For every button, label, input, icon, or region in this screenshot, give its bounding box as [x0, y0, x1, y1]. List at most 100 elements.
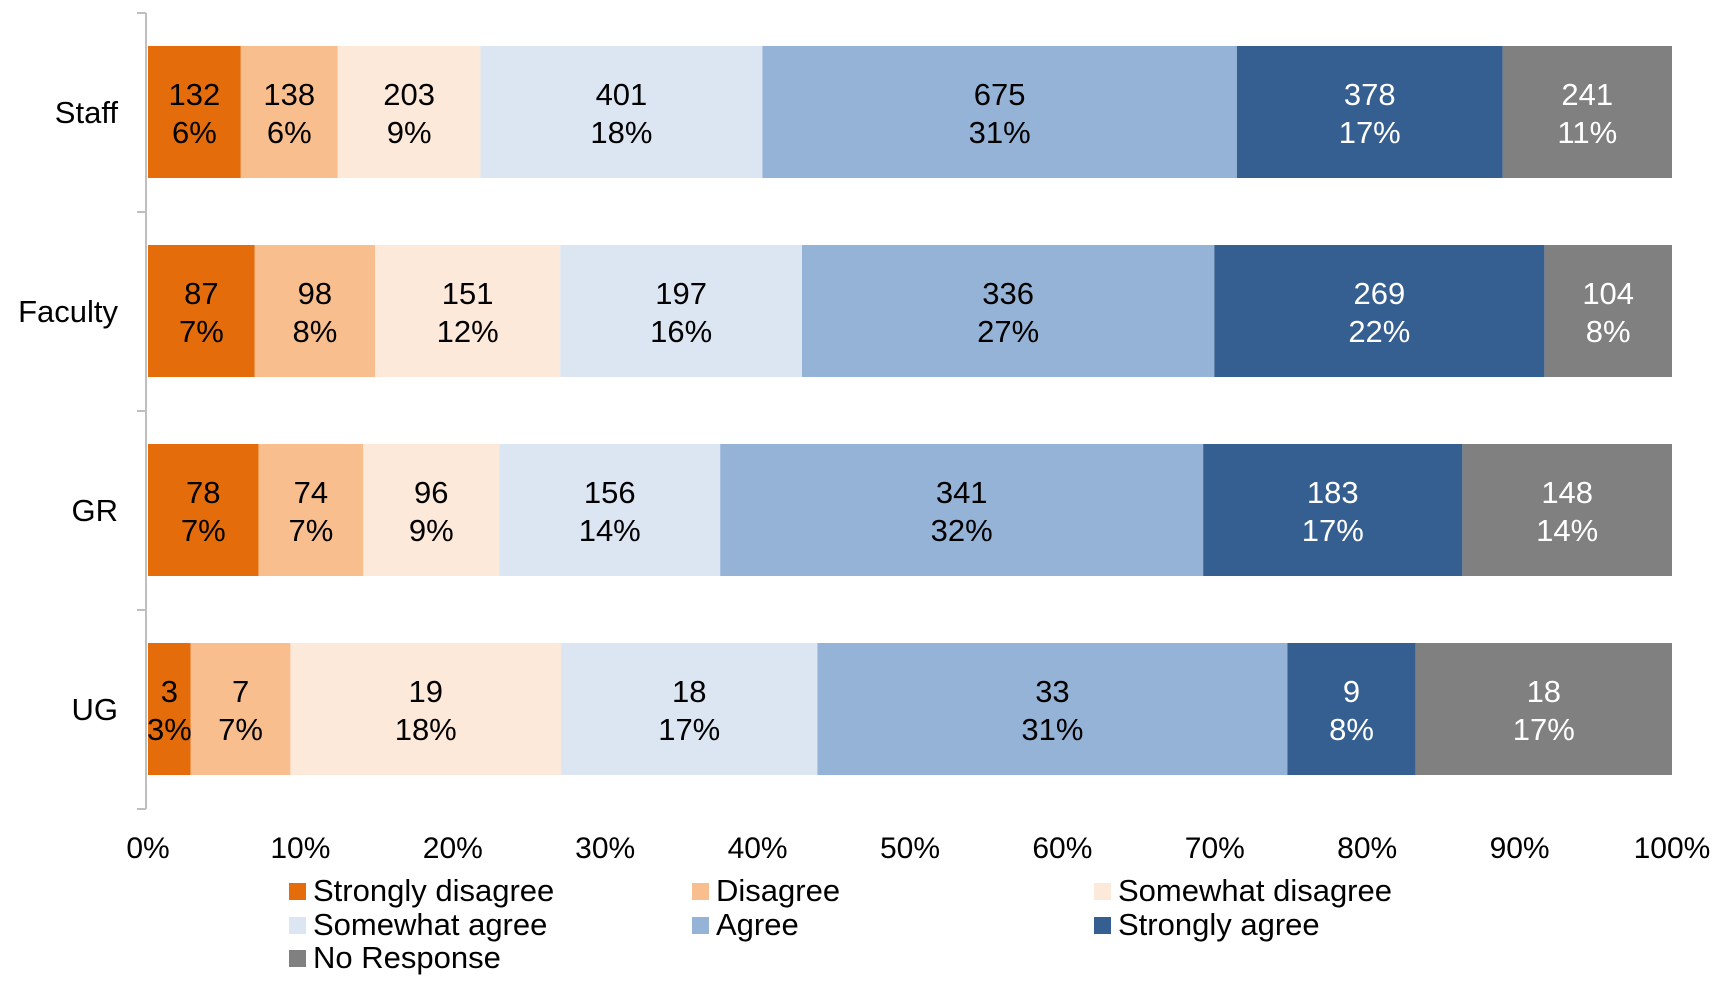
data-label-count: 675 — [974, 77, 1026, 112]
data-label-percent: 17% — [1339, 115, 1401, 150]
bar-segment — [337, 46, 481, 178]
data-label-count: 156 — [584, 475, 636, 510]
data-label-count: 78 — [186, 475, 220, 510]
x-tick-label: 80% — [1337, 832, 1397, 865]
data-label-percent: 17% — [1513, 712, 1575, 747]
bar-segment — [254, 245, 376, 377]
x-tick-label: 90% — [1490, 832, 1550, 865]
bar-segment — [1502, 46, 1672, 178]
data-label-count: 98 — [298, 276, 332, 311]
legend-item: Agree — [692, 907, 799, 942]
y-axis — [137, 12, 147, 810]
bar-segment — [802, 245, 1215, 377]
bar-segment — [1214, 245, 1545, 377]
bar-segment — [363, 444, 500, 576]
data-label-percent: 14% — [1536, 513, 1598, 548]
data-label-count: 18 — [672, 674, 706, 709]
bar-segment — [148, 444, 259, 576]
bar-segment — [190, 643, 291, 775]
data-label-count: 269 — [1353, 276, 1405, 311]
bar-segment — [375, 245, 561, 377]
data-label-count: 104 — [1582, 276, 1634, 311]
data-label-percent: 6% — [172, 115, 217, 150]
data-label-count: 336 — [982, 276, 1034, 311]
bar-segment — [480, 46, 763, 178]
category-label: Staff — [55, 95, 119, 130]
category-labels: Staff Faculty GR UG — [18, 95, 118, 727]
legend-swatch — [1094, 883, 1111, 900]
data-label-percent: 31% — [1021, 712, 1083, 747]
bar-segment — [148, 643, 191, 775]
data-label-count: 96 — [414, 475, 448, 510]
legend-item: Somewhat agree — [289, 907, 547, 942]
category-label: GR — [72, 493, 119, 528]
legend-swatch — [692, 917, 709, 934]
data-label-count: 378 — [1344, 77, 1396, 112]
legend-swatch — [1094, 917, 1111, 934]
legend: Strongly disagree Disagree Somewhat disagr… — [289, 873, 1392, 975]
legend-item: Strongly agree — [1094, 907, 1320, 942]
data-label-count: 341 — [936, 475, 988, 510]
bar-segment — [561, 643, 818, 775]
legend-item: Strongly disagree — [289, 873, 554, 908]
data-label-percent: 9% — [387, 115, 432, 150]
legend-swatch — [289, 917, 306, 934]
data-label-percent: 3% — [147, 712, 192, 747]
legend-label: Agree — [716, 907, 799, 942]
data-label-percent: 7% — [181, 513, 226, 548]
legend-item: Somewhat disagree — [1094, 873, 1392, 908]
legend-label: Somewhat agree — [313, 907, 547, 942]
bar-segment — [560, 245, 803, 377]
bar-segment — [499, 444, 721, 576]
data-label-percent: 17% — [658, 712, 720, 747]
data-label-count: 74 — [294, 475, 328, 510]
data-label-percent: 8% — [1586, 314, 1631, 349]
x-tick-label: 70% — [1185, 832, 1245, 865]
bar-segment — [240, 46, 338, 178]
data-label-percent: 18% — [395, 712, 457, 747]
bar-segment — [1544, 245, 1672, 377]
x-tick-label: 60% — [1032, 832, 1092, 865]
data-label-count: 87 — [184, 276, 218, 311]
data-label-percent: 32% — [931, 513, 993, 548]
data-label-count: 3 — [161, 674, 178, 709]
x-axis-ticks: 0% 10% 20% 30% 40% 50% 60% 70% 80% 90% 100% — [126, 832, 1710, 865]
data-label-percent: 18% — [590, 115, 652, 150]
legend-label: No Response — [313, 940, 501, 975]
data-label-percent: 9% — [409, 513, 454, 548]
data-label-percent: 17% — [1302, 513, 1364, 548]
bar-segment — [1203, 444, 1463, 576]
legend-item: No Response — [289, 940, 501, 975]
bars: 1326%1386%2039%40118%67531%37817%24111%8… — [147, 46, 1672, 775]
data-label-percent: 8% — [292, 314, 337, 349]
data-label-count: 132 — [169, 77, 221, 112]
data-label-percent: 14% — [579, 513, 641, 548]
bar-segment — [258, 444, 364, 576]
data-label-count: 148 — [1541, 475, 1593, 510]
data-label-percent: 31% — [969, 115, 1031, 150]
data-label-count: 9 — [1343, 674, 1360, 709]
data-label-percent: 27% — [977, 314, 1039, 349]
x-tick-label: 100% — [1634, 832, 1711, 865]
legend-label: Disagree — [716, 873, 840, 908]
bar-segment — [290, 643, 562, 775]
data-label-percent: 11% — [1557, 115, 1617, 150]
x-tick-label: 50% — [880, 832, 940, 865]
data-label-percent: 7% — [179, 314, 224, 349]
bar-segment — [817, 643, 1288, 775]
data-label-count: 241 — [1561, 77, 1613, 112]
legend-label: Strongly agree — [1118, 907, 1320, 942]
legend-swatch — [289, 883, 306, 900]
legend-swatch — [289, 950, 306, 967]
data-label-percent: 22% — [1348, 314, 1410, 349]
data-label-count: 19 — [408, 674, 442, 709]
legend-item: Disagree — [692, 873, 840, 908]
legend-label: Somewhat disagree — [1118, 873, 1392, 908]
bar-segment — [1415, 643, 1672, 775]
data-label-count: 33 — [1035, 674, 1069, 709]
x-tick-label: 10% — [270, 832, 330, 865]
legend-swatch — [692, 883, 709, 900]
x-tick-label: 40% — [728, 832, 788, 865]
bar-segment — [720, 444, 1204, 576]
